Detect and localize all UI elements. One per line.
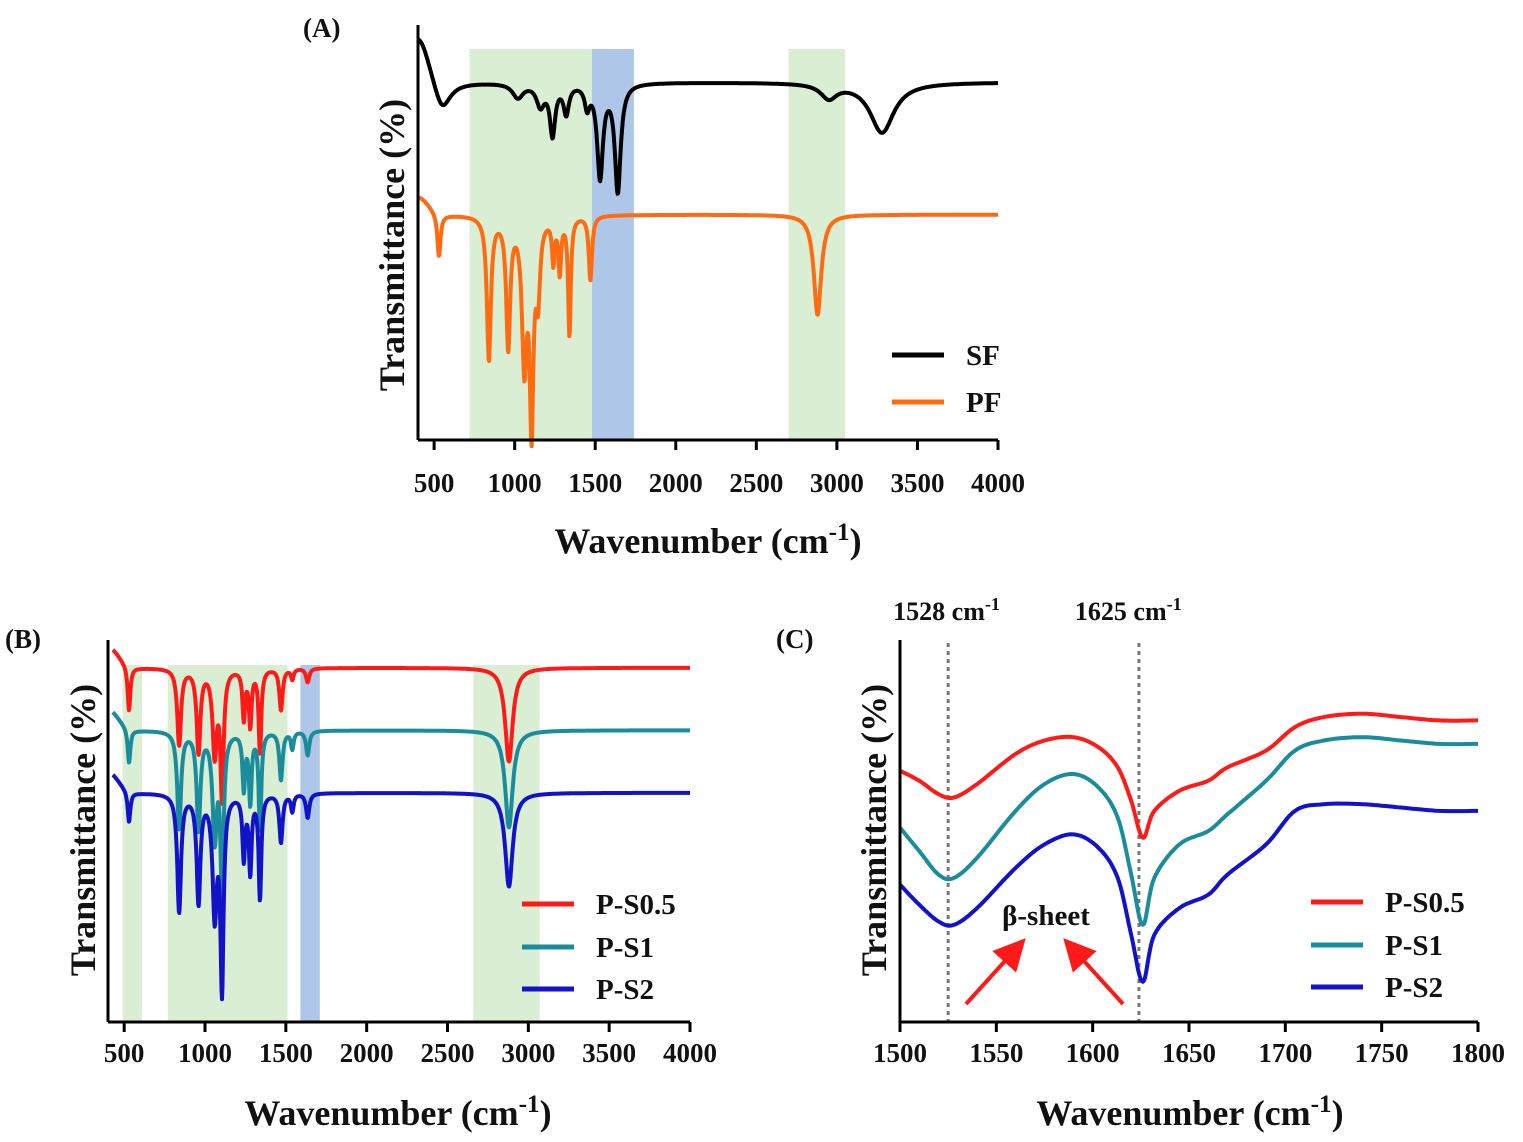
reference-label-main: 1625 cm xyxy=(1075,597,1167,626)
x-axis-label-sup: -1 xyxy=(829,519,850,546)
series-line-p-s0-5 xyxy=(111,648,692,806)
x-tick-label: 4000 xyxy=(971,468,1025,498)
panel-label: (A) xyxy=(303,13,340,43)
legend: SF PF xyxy=(892,340,1001,419)
series-line-p-s1 xyxy=(898,735,1478,927)
arrow-left xyxy=(964,938,1026,1006)
panel-b: 500 1000 1500 2000 2500 3000 3500 4000 (B) Transm… xyxy=(5,624,717,1133)
x-tick-label: 3000 xyxy=(501,1038,555,1068)
x-tick-label: 1550 xyxy=(969,1038,1023,1068)
shaded-region-2 xyxy=(300,665,320,1022)
x-tick-label: 1600 xyxy=(1066,1038,1120,1068)
x-tick-label: 1000 xyxy=(488,468,542,498)
x-axis-label-sup: -1 xyxy=(519,1091,540,1118)
legend-label: SF xyxy=(966,340,1000,372)
beta-sheet-annotation: β-sheet xyxy=(1002,900,1090,932)
arrow-right xyxy=(1063,938,1125,1006)
series-line-p-s1 xyxy=(111,710,692,903)
reference-label-1: 1625 cm-1 xyxy=(1075,594,1182,626)
x-tick-label: 3500 xyxy=(582,1038,636,1068)
reference-label-sup: -1 xyxy=(985,594,1000,614)
x-tick-label: 2500 xyxy=(729,468,783,498)
shaded-region-0 xyxy=(122,665,142,1022)
y-axis-label: Transmittance (%) xyxy=(372,99,412,391)
reference-label-main: 1528 cm xyxy=(893,597,985,626)
x-axis-label: Wavenumber (cm-1) xyxy=(1036,1091,1343,1134)
x-axis-label-close: ) xyxy=(1332,1093,1344,1133)
x-axis-label-main: Wavenumber (cm xyxy=(1036,1093,1310,1133)
legend-label: P-S2 xyxy=(1385,972,1443,1004)
x-tick-label: 1750 xyxy=(1355,1038,1409,1068)
reference-label-0: 1528 cm-1 xyxy=(893,594,1000,626)
x-tick-label: 1500 xyxy=(873,1038,927,1068)
x-axis-label-sup: -1 xyxy=(1311,1091,1332,1118)
x-tick-label: 2500 xyxy=(421,1038,475,1068)
x-tick-label: 3500 xyxy=(890,468,944,498)
y-axis-label: Transmittance (%) xyxy=(63,684,103,976)
legend: P-S0.5 P-S1 P-S2 xyxy=(522,889,676,1006)
x-tick-label: 2000 xyxy=(340,1038,394,1068)
x-tick-label: 2000 xyxy=(649,468,703,498)
x-axis-label: Wavenumber (cm-1) xyxy=(554,519,861,562)
legend-label: P-S0.5 xyxy=(596,889,676,921)
reference-label-sup: -1 xyxy=(1167,594,1182,614)
x-tick-label: 500 xyxy=(104,1038,145,1068)
shaded-region-1 xyxy=(592,49,634,440)
legend-label: P-S1 xyxy=(596,932,654,964)
x-tick-label: 4000 xyxy=(663,1038,717,1068)
legend-label: P-S1 xyxy=(1385,930,1443,962)
x-axis-label-close: ) xyxy=(850,521,862,561)
x-tick-label: 1500 xyxy=(259,1038,313,1068)
x-axis-label-main: Wavenumber (cm xyxy=(554,521,828,561)
series-line-sf xyxy=(416,37,1000,196)
series-line-pf xyxy=(416,195,1000,449)
x-tick-label: 1650 xyxy=(1162,1038,1216,1068)
x-tick-label: 1500 xyxy=(568,468,622,498)
legend-label: PF xyxy=(966,387,1001,419)
legend: P-S0.5 P-S1 P-S2 xyxy=(1311,887,1465,1004)
legend-label: P-S2 xyxy=(596,974,654,1006)
panel-a: 500 1000 1500 2000 2500 3000 3500 4000 (A) Transm… xyxy=(303,13,1025,561)
x-tick-label: 3000 xyxy=(810,468,864,498)
series-line-p-s2 xyxy=(898,801,1478,984)
x-axis-label-main: Wavenumber (cm xyxy=(244,1093,518,1133)
x-axis-label: Wavenumber (cm-1) xyxy=(244,1091,551,1134)
x-tick-label: 500 xyxy=(414,468,455,498)
x-tick-label: 1800 xyxy=(1451,1038,1505,1068)
x-tick-label: 1700 xyxy=(1258,1038,1312,1068)
x-axis-label-close: ) xyxy=(540,1093,552,1133)
shaded-region-2 xyxy=(788,49,845,440)
panel-label: (C) xyxy=(776,624,813,654)
y-axis-label: Transmittance (%) xyxy=(854,684,894,976)
legend-label: P-S0.5 xyxy=(1385,887,1465,919)
panel-label: (B) xyxy=(5,624,41,654)
series-line-p-s0-5 xyxy=(899,711,1478,840)
x-tick-label: 1000 xyxy=(178,1038,232,1068)
series-line-p-s2 xyxy=(111,773,692,1002)
